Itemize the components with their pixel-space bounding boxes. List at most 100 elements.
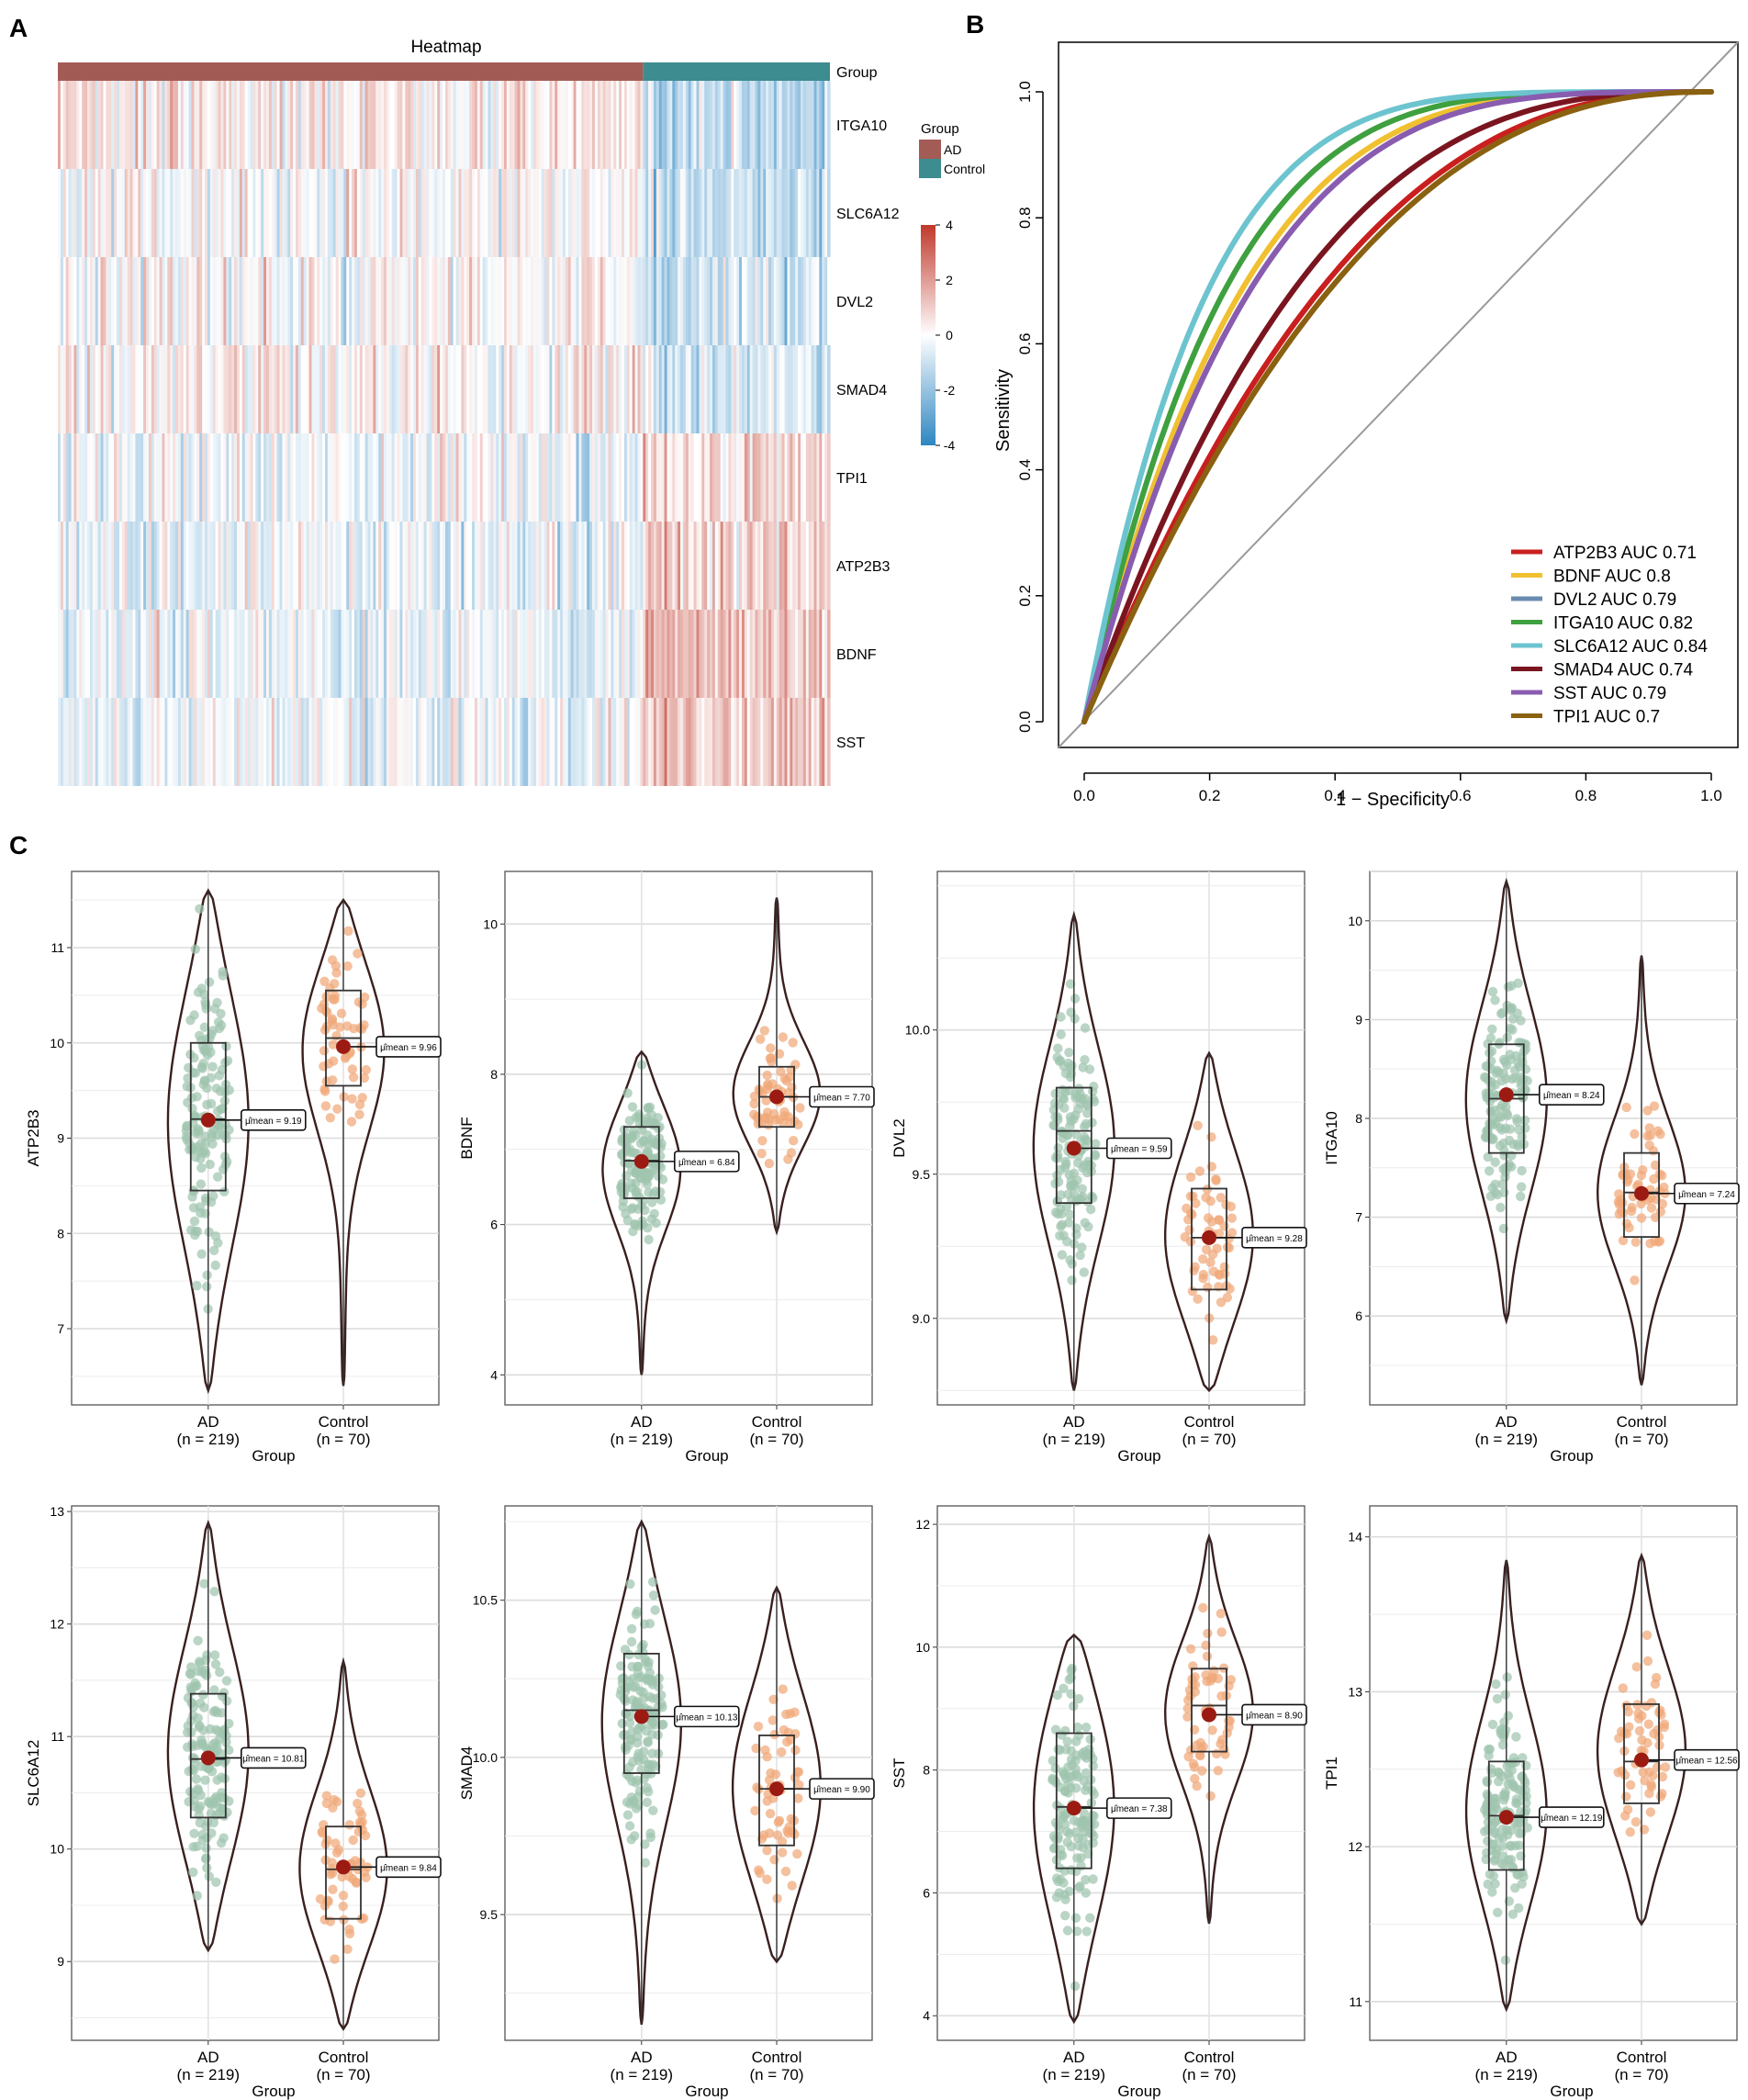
- heatmap-cell: [173, 345, 176, 433]
- heatmap-cell: [469, 81, 473, 169]
- data-point: [1618, 1683, 1629, 1693]
- heatmap-cell: [241, 257, 246, 345]
- heatmap-cell: [555, 345, 558, 433]
- heatmap-cell: [543, 345, 548, 433]
- heatmap-cell: [346, 522, 350, 610]
- heatmap-cell: [188, 610, 193, 698]
- heatmap-cell: [173, 169, 176, 257]
- heatmap-cell: [117, 610, 120, 698]
- heatmap-cell: [514, 257, 519, 345]
- data-point: [1214, 1215, 1225, 1225]
- heatmap-cell: [191, 698, 196, 786]
- x-tick-label: Control: [1184, 2049, 1235, 2066]
- heatmap-cell: [420, 610, 425, 698]
- data-point: [182, 1134, 192, 1145]
- heatmap-cell: [418, 169, 422, 257]
- data-point: [787, 1082, 797, 1093]
- data-point: [1509, 1065, 1520, 1075]
- heatmap-cell: [317, 169, 320, 257]
- heatmap-cell: [532, 522, 537, 610]
- heatmap-cell: [690, 81, 695, 169]
- heatmap-cell: [760, 610, 764, 698]
- heatmap-cell: [455, 345, 460, 433]
- heatmap-cell: [653, 433, 657, 522]
- x-tick-label: AD: [631, 1413, 653, 1431]
- heatmap-cell: [461, 257, 465, 345]
- y-tick-label: 7: [57, 1321, 64, 1336]
- heatmap-cell: [768, 169, 772, 257]
- data-point: [1075, 1250, 1085, 1261]
- data-point: [638, 1647, 648, 1657]
- heatmap-cell: [341, 169, 344, 257]
- heatmap-cell: [734, 433, 737, 522]
- heatmap-cell: [413, 169, 417, 257]
- data-point: [198, 1725, 208, 1735]
- heatmap-cell: [712, 610, 716, 698]
- heatmap-cell: [162, 257, 165, 345]
- heatmap-cell: [485, 169, 489, 257]
- heatmap-cell: [405, 610, 409, 698]
- heatmap-cell: [450, 433, 454, 522]
- data-point: [1067, 1275, 1077, 1286]
- heatmap-cell: [212, 698, 217, 786]
- data-point: [1183, 1695, 1193, 1705]
- heatmap-cell: [501, 257, 505, 345]
- heatmap-cell: [651, 81, 655, 169]
- heatmap-cell: [613, 169, 617, 257]
- heatmap-cell: [458, 169, 463, 257]
- heatmap-cell: [226, 698, 230, 786]
- heatmap-cell: [185, 522, 190, 610]
- heatmap-cell: [731, 345, 734, 433]
- heatmap-cell: [675, 345, 678, 433]
- heatmap-cell: [816, 610, 820, 698]
- heatmap-cell: [728, 257, 732, 345]
- mean-label: μ̂mean = 9.96: [380, 1042, 437, 1053]
- heatmap-cell: [317, 257, 320, 345]
- heatmap-cell: [279, 433, 284, 522]
- heatmap-cell: [669, 345, 673, 433]
- heatmap-cell: [114, 345, 118, 433]
- violin-xlabel: Group: [685, 2083, 728, 2100]
- heatmap-cell: [118, 522, 123, 610]
- heatmap-cell: [397, 257, 401, 345]
- heatmap-cell: [151, 698, 155, 786]
- heatmap-cell: [482, 169, 487, 257]
- heatmap-cell: [265, 345, 270, 433]
- heatmap-cell: [466, 169, 470, 257]
- heatmap-cell: [781, 610, 786, 698]
- mean-label: μ̂mean = 6.84: [678, 1157, 735, 1168]
- heatmap-cell: [434, 522, 438, 610]
- heatmap-cell: [306, 257, 310, 345]
- heatmap-cell: [552, 257, 555, 345]
- heatmap-cell: [343, 433, 347, 522]
- heatmap-cell: [522, 81, 526, 169]
- heatmap-cell: [605, 522, 610, 610]
- heatmap-cell: [121, 81, 126, 169]
- heatmap-cell: [73, 169, 77, 257]
- heatmap-cell: [212, 257, 217, 345]
- mean-dot: [1634, 1752, 1649, 1768]
- heatmap-cell: [177, 345, 182, 433]
- heatmap-gene-label: ATP2B3: [836, 559, 891, 575]
- heatmap-cell: [108, 345, 112, 433]
- heatmap-cell: [255, 257, 259, 345]
- heatmap-cell: [731, 433, 734, 522]
- heatmap-cell: [239, 522, 243, 610]
- heatmap-cell: [592, 81, 596, 169]
- roc-legend-label: SST AUC 0.79: [1553, 684, 1666, 703]
- heatmap-gene-label: TPI1: [836, 471, 868, 487]
- heatmap-cell: [295, 169, 299, 257]
- mean-label-box: [1241, 1703, 1307, 1726]
- heatmap-cell: [552, 610, 555, 698]
- heatmap-cell: [226, 433, 230, 522]
- heatmap-cell: [546, 522, 551, 610]
- data-point: [1630, 1237, 1642, 1247]
- mean-label: μ̂mean = 12.19: [1541, 1813, 1603, 1824]
- heatmap-cell: [293, 610, 297, 698]
- heatmap-cell: [319, 345, 323, 433]
- heatmap-cell: [678, 345, 681, 433]
- data-point: [761, 1095, 771, 1106]
- heatmap-cell: [156, 610, 161, 698]
- heatmap-cell: [632, 257, 636, 345]
- heatmap-cell: [399, 257, 403, 345]
